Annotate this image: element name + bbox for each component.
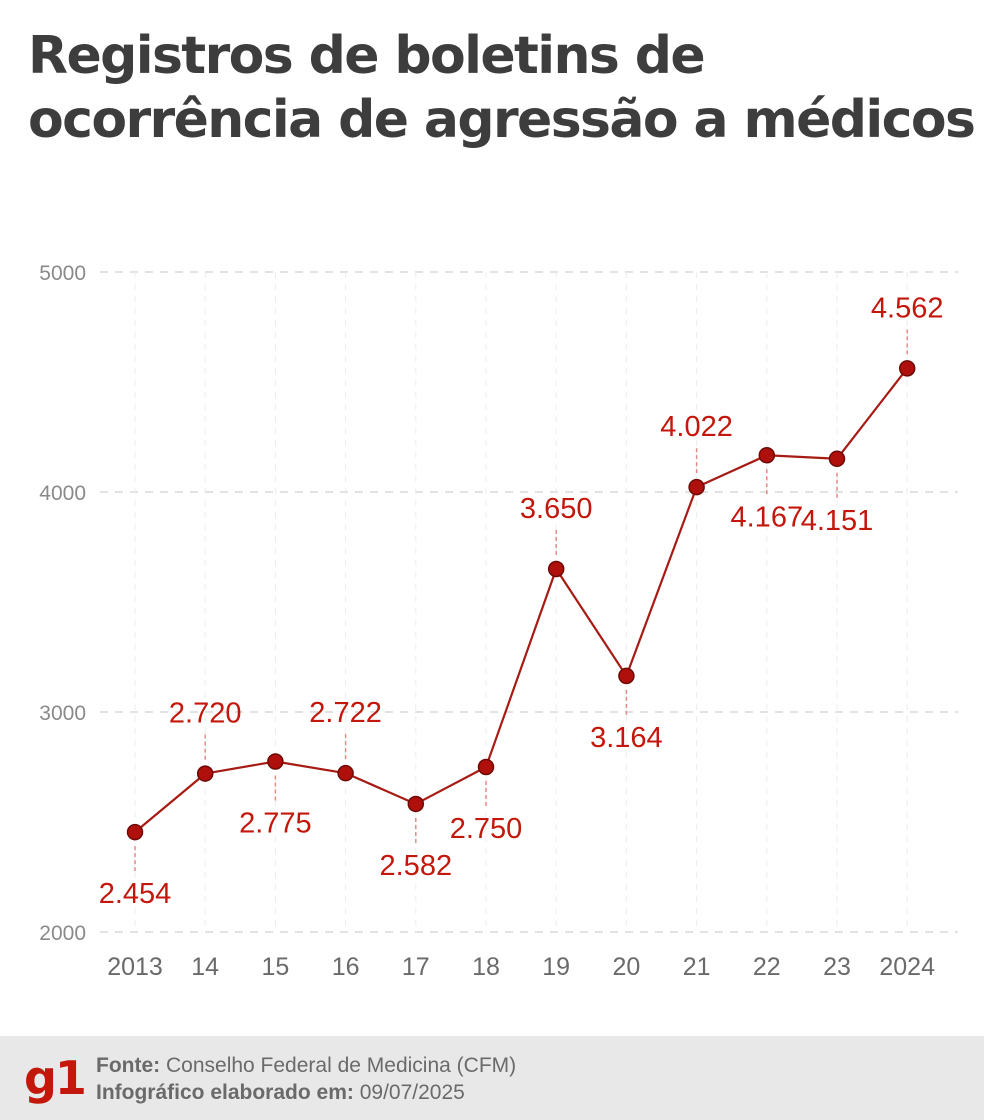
label-leaders	[134, 328, 908, 873]
x-tick-label: 23	[823, 953, 851, 981]
x-tick-label: 15	[261, 953, 289, 981]
y-tick-label: 4000	[39, 482, 86, 505]
data-point	[337, 764, 354, 782]
x-tick-label: 14	[191, 953, 219, 981]
x-tick-label: 2013	[107, 953, 163, 981]
y-tick-label: 2000	[39, 922, 86, 945]
chart-title: Registros de boletins de ocorrência de a…	[28, 24, 978, 152]
x-tick-label: 19	[542, 953, 570, 981]
x-tick-label: 18	[472, 953, 500, 981]
x-tick-label: 20	[612, 953, 640, 981]
data-point	[267, 753, 284, 770]
x-tick-label: 2024	[879, 953, 935, 981]
data-label: 3.164	[590, 722, 663, 754]
data-label: 4.151	[801, 505, 874, 537]
data-point	[618, 667, 635, 685]
data-point	[477, 758, 495, 776]
data-point	[196, 765, 214, 782]
series-line	[134, 367, 909, 833]
g1-logo: g1	[24, 1051, 87, 1105]
data-points	[126, 360, 916, 841]
data-label: 4.562	[871, 292, 944, 324]
source-label: Fonte:	[96, 1054, 161, 1077]
data-point	[828, 450, 846, 468]
data-point	[758, 447, 776, 464]
data-label: 2.722	[309, 697, 382, 729]
data-labels: 2.454 2.720 2.775 2.722 2.582 2.750 3.650 3.164…	[99, 292, 944, 910]
chart-title-line-1: Registros de boletins de	[28, 26, 706, 86]
data-label: 4.167	[731, 501, 804, 533]
y-tick-label: 3000	[39, 702, 86, 725]
x-tick-label: 22	[753, 953, 781, 981]
x-tick-label: 16	[332, 953, 360, 981]
data-point	[547, 560, 565, 578]
chart-title-line-2: ocorrência de agressão a médicos	[28, 90, 976, 150]
made-on-line: Infográfico elaborado em: 09/07/2025	[96, 1081, 465, 1105]
data-label: 2.775	[239, 808, 312, 840]
source-value: Conselho Federal de Medicina (CFM)	[160, 1054, 517, 1077]
footer: g1 Fonte: Conselho Federal de Medicina (…	[0, 1036, 984, 1120]
data-label: 2.582	[380, 850, 453, 882]
data-label: 2.720	[169, 698, 242, 730]
x-tick-label: 17	[402, 953, 430, 981]
y-axis: 5000 4000 3000 2000	[39, 262, 86, 945]
data-label: 4.022	[660, 411, 733, 443]
data-point	[688, 478, 705, 496]
data-point	[407, 795, 425, 813]
data-point	[898, 360, 916, 377]
made-on-value: 09/07/2025	[353, 1081, 465, 1104]
data-point	[126, 823, 144, 841]
line-chart: 5000 4000 3000 2000 2013 14 15 16 17 18 19 20 21 22 23…	[39, 262, 958, 981]
source-line: Fonte: Conselho Federal de Medicina (CFM…	[96, 1054, 516, 1078]
x-axis: 2013 14 15 16 17 18 19 20 21 22 23 2024	[107, 953, 935, 981]
y-tick-label: 5000	[39, 262, 86, 285]
data-label: 2.750	[450, 813, 523, 845]
data-label: 3.650	[520, 493, 593, 525]
made-on-label: Infográfico elaborado em:	[96, 1081, 354, 1104]
series-line-group	[134, 367, 909, 833]
x-tick-label: 21	[683, 953, 711, 981]
grid-lines	[100, 271, 958, 933]
data-label: 2.454	[99, 878, 172, 910]
